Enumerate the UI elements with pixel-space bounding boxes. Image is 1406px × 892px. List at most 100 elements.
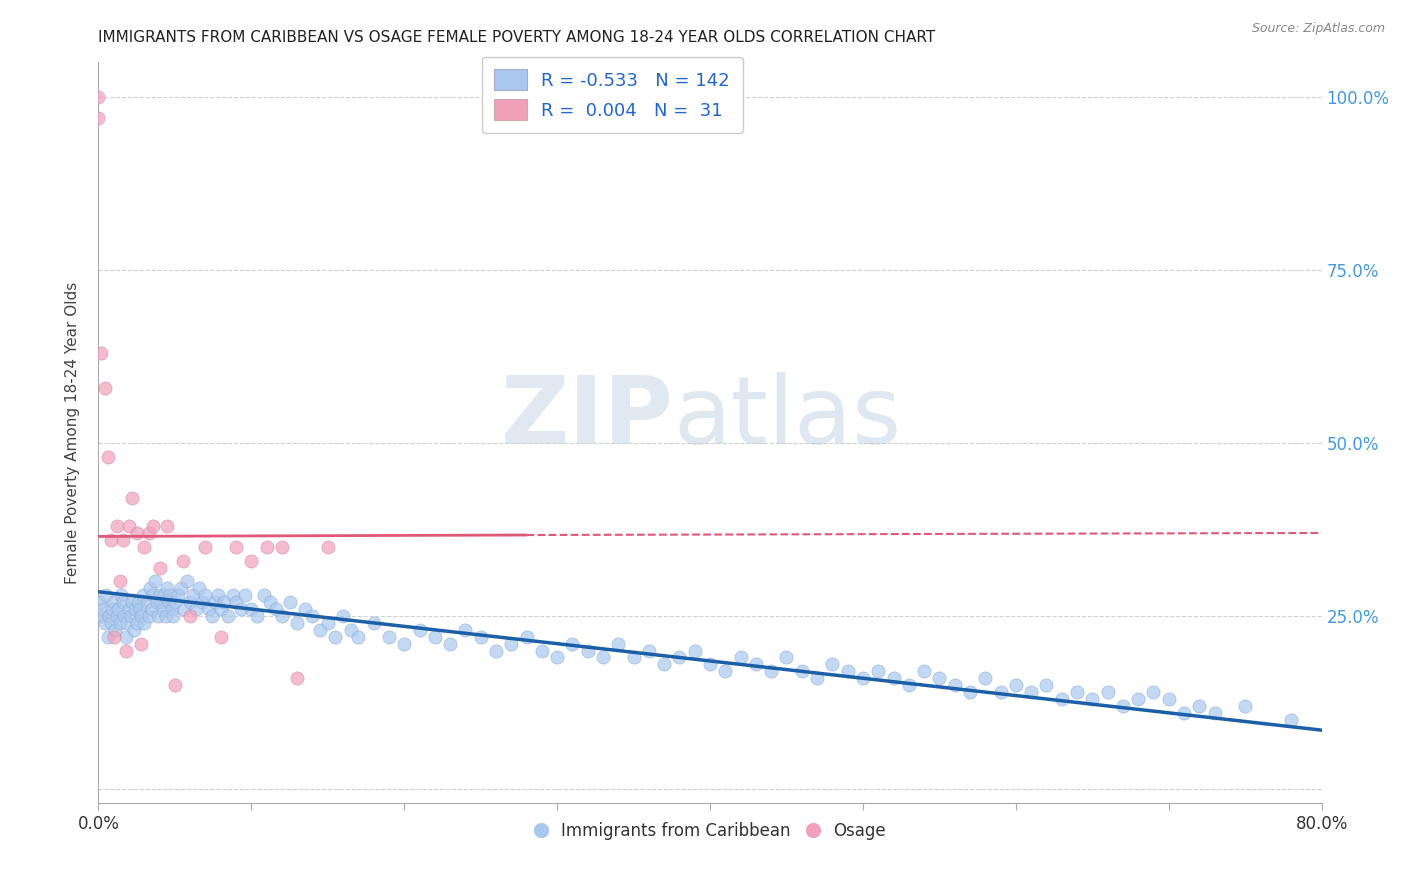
Text: ZIP: ZIP [501,372,673,464]
Point [759,665,782,679]
Point [837,665,859,679]
Y-axis label: Female Poverty Among 18-24 Year Olds: Female Poverty Among 18-24 Year Olds [65,282,80,583]
Point [149,560,172,574]
Point [637,643,661,657]
Point [125,615,148,630]
Point [173,602,195,616]
Point [146,609,169,624]
Point [97,630,120,644]
Point [270,609,292,624]
Point [439,637,461,651]
Point [1097,685,1119,699]
Point [1234,698,1257,713]
Point [200,609,222,624]
Point [87,90,110,104]
Point [806,671,828,685]
Point [1035,678,1057,692]
Point [194,540,217,554]
Point [623,650,645,665]
Point [790,665,813,679]
Point [90,346,112,360]
Point [485,643,508,657]
Point [125,525,148,540]
Point [103,630,125,644]
Point [118,602,141,616]
Point [142,519,165,533]
Point [108,615,131,630]
Point [256,540,278,554]
Point [197,602,219,616]
Point [121,595,143,609]
Point [225,540,247,554]
Point [186,602,208,616]
Point [89,595,111,609]
Point [153,588,176,602]
Point [105,609,128,624]
Point [209,602,232,616]
Point [240,602,263,616]
Point [1066,685,1088,699]
Point [145,595,167,609]
Point [104,623,127,637]
Point [217,609,239,624]
Point [155,609,177,624]
Point [301,609,323,624]
Point [100,615,122,630]
Point [188,582,211,596]
Point [546,650,568,665]
Point [112,609,135,624]
Point [111,595,134,609]
Point [1204,706,1226,720]
Point [423,630,446,644]
Point [229,602,252,616]
Point [745,657,768,672]
Point [225,595,247,609]
Legend: Immigrants from Caribbean, Osage: Immigrants from Caribbean, Osage [527,815,893,847]
Point [98,609,121,624]
Point [138,525,160,540]
Point [1173,706,1195,720]
Point [325,630,347,644]
Point [191,595,214,609]
Point [132,588,155,602]
Point [93,615,115,630]
Point [408,623,430,637]
Point [1004,678,1026,692]
Point [592,650,614,665]
Point [363,615,385,630]
Point [179,595,201,609]
Point [141,602,163,616]
Point [120,609,142,624]
Text: Source: ZipAtlas.com: Source: ZipAtlas.com [1251,22,1385,36]
Point [294,602,316,616]
Point [1050,692,1073,706]
Point [775,650,797,665]
Point [108,574,131,589]
Point [136,595,159,609]
Point [730,650,752,665]
Point [115,630,138,644]
Point [454,623,477,637]
Point [943,678,966,692]
Point [897,678,920,692]
Point [959,685,981,699]
Point [392,637,416,651]
Point [1279,713,1302,727]
Point [111,533,134,547]
Point [1128,692,1150,706]
Point [163,678,186,692]
Point [209,630,232,644]
Point [1188,698,1211,713]
Point [246,609,269,624]
Point [912,665,935,679]
Point [530,643,553,657]
Point [156,519,179,533]
Point [105,519,128,533]
Point [139,582,162,596]
Point [316,540,339,554]
Point [122,623,145,637]
Point [309,623,332,637]
Point [683,643,706,657]
Point [129,609,152,624]
Point [347,630,370,644]
